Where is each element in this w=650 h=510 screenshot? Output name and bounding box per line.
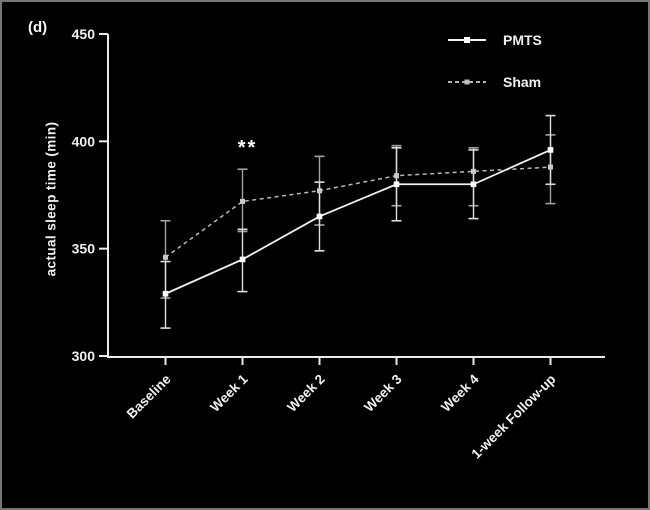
y-tick-label: 300 [72,348,96,364]
sham-series-line [165,166,551,258]
sham-data-marker [548,164,553,170]
pmts-data-marker [470,181,477,188]
legend-label-pmts: PMTS [503,32,542,48]
pmts-data-marker [162,290,169,297]
x-tick-label: Week 4 [438,371,482,415]
pmts-data-marker [239,256,246,263]
pmts-data-marker [316,213,323,220]
sham-marker-icon [464,79,470,85]
pmts-series-line [165,149,551,295]
legend-item-pmts: PMTS [448,29,542,51]
sham-data-marker [240,198,245,204]
legend-label-sham: Sham [503,74,542,90]
x-tick-label: Week 1 [207,371,251,415]
pmts-data-marker [547,147,554,153]
y-axis-title: actual sleep time (min) [43,121,59,277]
legend: PMTS Sham [448,29,542,113]
x-tick-label: 1-week Follow-up [468,372,558,462]
panel-label: (d) [28,19,48,36]
sham-data-marker [163,254,168,260]
x-tick-label: Week 3 [361,371,405,415]
y-tick-label: 450 [72,26,96,42]
significance-annotation: ** [238,137,258,159]
sham-data-marker [394,173,399,179]
y-tick-label: 350 [72,241,96,257]
sham-line-sample-icon [448,79,486,85]
sham-data-marker [317,188,322,194]
pmts-data-marker [393,181,400,188]
pmts-marker-icon [464,37,470,43]
x-tick-label: Baseline [124,371,174,421]
y-tick-label: 400 [72,133,96,149]
x-tick-label: Week 2 [284,372,327,415]
legend-item-sham: Sham [448,71,542,93]
sham-data-marker [471,168,476,174]
pmts-line-sample-icon [448,37,486,43]
